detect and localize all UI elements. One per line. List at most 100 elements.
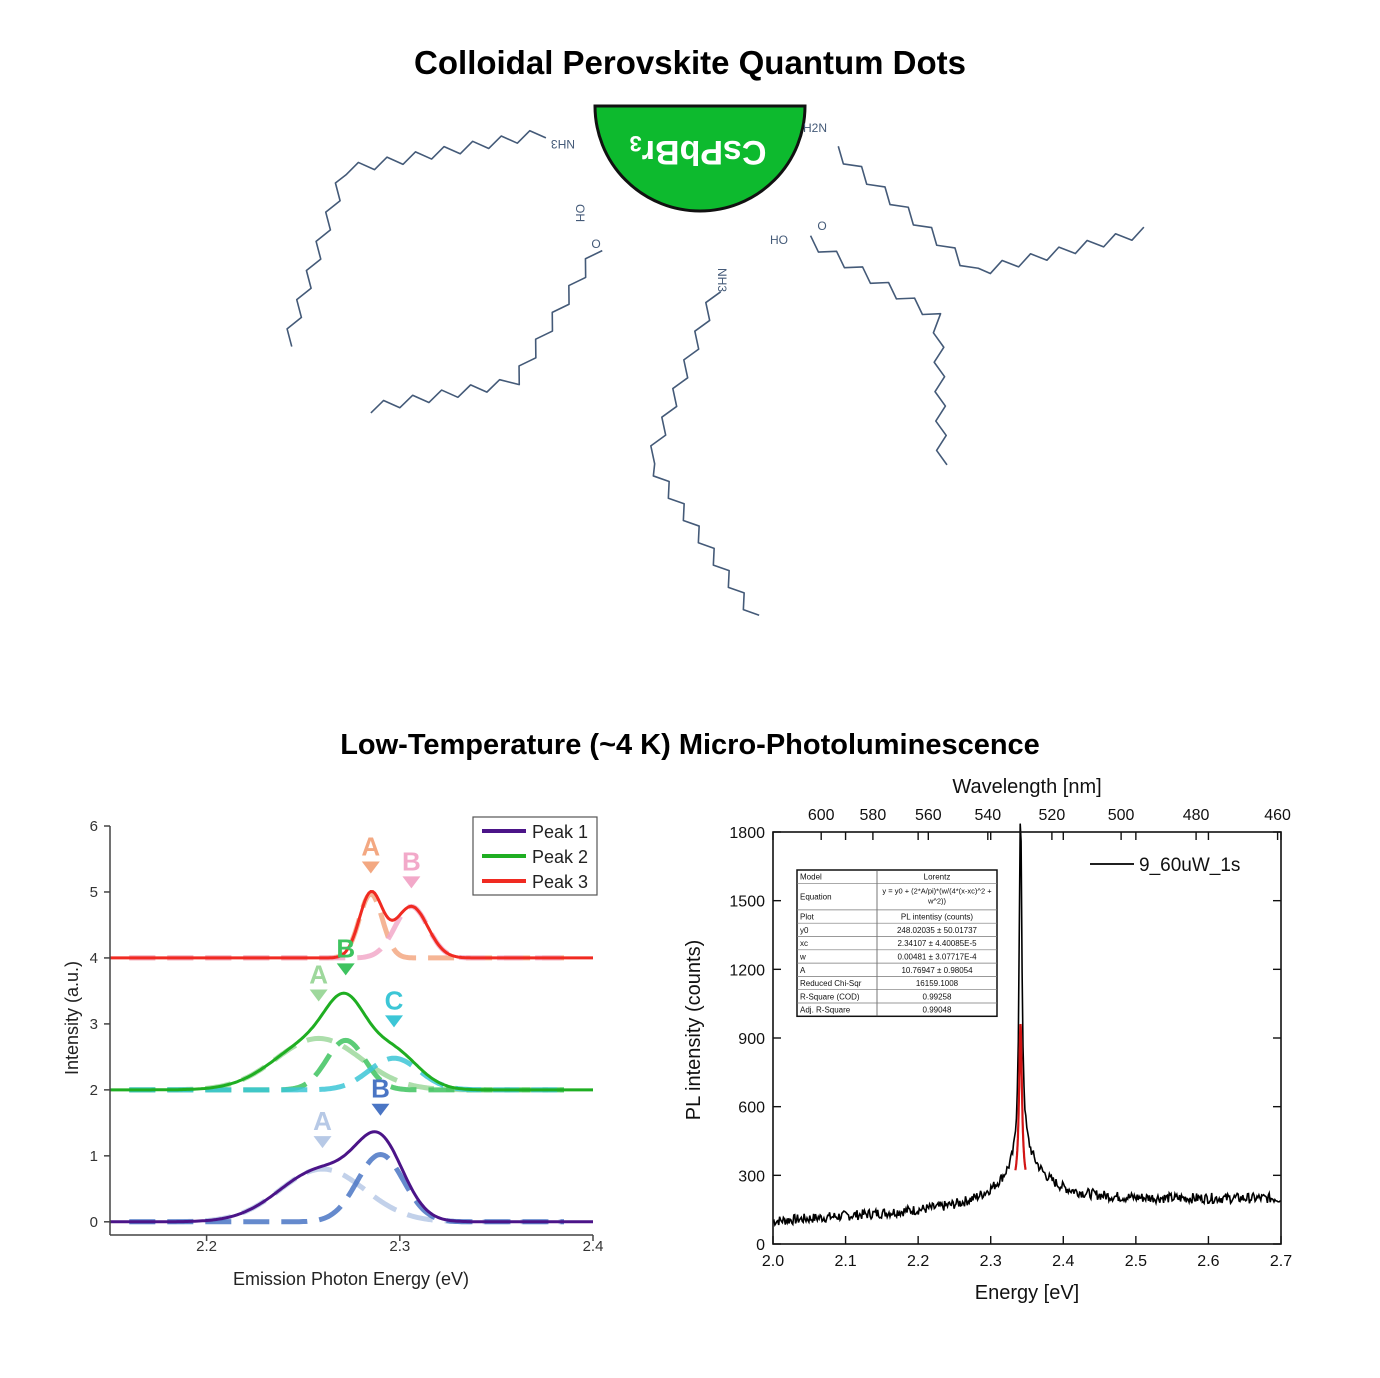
table-cell-label: Reduced Chi-Sqr <box>800 979 862 988</box>
top-tick-label: 580 <box>860 807 887 824</box>
top-tick-label: 500 <box>1108 807 1135 824</box>
ligand-oleic-acid-2 <box>809 235 948 466</box>
peak-marker-label: A <box>361 832 380 862</box>
top-tick-label: 600 <box>808 807 835 824</box>
diagram-title: Colloidal Perovskite Quantum Dots <box>414 44 966 81</box>
table-cell-label: Adj. R-Square <box>800 1006 851 1015</box>
peak-marker-label: B <box>402 846 421 876</box>
fit-component-curve <box>129 1151 564 1225</box>
x-tick-label: 2.2 <box>196 1238 217 1255</box>
ligand-label: OH <box>573 204 587 222</box>
table-cell-label: R-Square (COD) <box>800 992 860 1001</box>
legend-entry: Peak 3 <box>532 872 588 892</box>
top-tick-label: 460 <box>1264 807 1291 824</box>
y-tick-label: 2 <box>90 1082 98 1099</box>
legend-entry: 9_60uW_1s <box>1139 855 1240 876</box>
y-tick-label: 0 <box>756 1237 765 1254</box>
legend-entry: Peak 2 <box>532 847 588 867</box>
peak-marker-arrow <box>336 963 355 976</box>
data-series <box>110 889 593 1224</box>
core-label: CsPbBr3 <box>630 131 767 171</box>
fit-component-curve <box>129 1055 564 1093</box>
table-cell-label: xc <box>800 939 808 948</box>
x-tick-label: 2.4 <box>583 1238 604 1255</box>
y-tick-label: 600 <box>738 1100 765 1117</box>
fit-line <box>1014 1023 1027 1171</box>
x-tick-label: 2.6 <box>1197 1253 1219 1270</box>
x-tick-label: 2.5 <box>1125 1253 1147 1270</box>
peak-marker-arrow <box>313 1136 332 1149</box>
legend: 9_60uW_1s <box>1090 855 1240 876</box>
table-cell-label: Equation <box>800 893 832 902</box>
table-cell-label: Plot <box>800 913 815 922</box>
table-cell-value: 16159.1008 <box>916 979 959 988</box>
peak-marker-arrow <box>402 876 421 889</box>
y-tick-label: 1 <box>90 1148 98 1165</box>
table-cell-label: y0 <box>800 926 809 935</box>
ligand-label: NH3 <box>715 268 729 292</box>
top-tick-label: 520 <box>1039 807 1066 824</box>
table-cell-value: y = y0 + (2*A/pi)*(w/(4*(x-xc)^2 + <box>882 886 992 895</box>
x-tick-label: 2.7 <box>1270 1253 1292 1270</box>
ligand-oleic-acid-1 <box>370 249 603 414</box>
quantum-dot-diagram: CsPbBr3 NH3 H2N OH HO NH3 O O <box>286 104 1145 616</box>
y-axis-label: Intensity (a.u.) <box>62 961 82 1075</box>
fit-parameter-table: Model Lorentz Equation y = y0 + (2*A/pi)*(w… <box>796 869 998 1018</box>
legend-entry: Peak 1 <box>532 822 588 842</box>
section-title: Low-Temperature (~4 K) Micro-Photolumine… <box>340 729 1040 761</box>
peak-marker-label: B <box>371 1074 390 1104</box>
x-tick-label: 2.3 <box>980 1253 1002 1270</box>
pl-spectrum-chart: 2.0 2.1 2.2 2.3 2.4 2.5 2.6 2.7 0 300 600 900 1200 15… <box>683 776 1292 1304</box>
series-line <box>110 889 593 960</box>
x-axis-label: Energy [eV] <box>975 1282 1080 1304</box>
ligand-label-carbonyl: O <box>591 237 600 251</box>
ligand-labels: NH3 H2N OH HO NH3 O O <box>551 121 827 292</box>
table-cell-label: Model <box>800 873 822 882</box>
y-tick-label: 1800 <box>729 825 765 842</box>
peak-marker-label: B <box>336 933 355 963</box>
table-border <box>796 869 998 1018</box>
peak-marker-label: A <box>309 959 328 989</box>
peak-marker-label: A <box>313 1106 332 1136</box>
series-line <box>110 1130 593 1224</box>
y-tick-label: 0 <box>90 1214 98 1231</box>
y-tick-label: 1200 <box>729 962 765 979</box>
table-cell-label: w <box>799 952 806 961</box>
y-tick-label: 300 <box>738 1168 765 1185</box>
table-cell-value: 248.02035 ± 50.01737 <box>897 926 978 935</box>
x-tick-label: 2.1 <box>834 1253 856 1270</box>
y-tick-label: 900 <box>738 1031 765 1048</box>
data-series <box>772 823 1282 1227</box>
axes: 2.0 2.1 2.2 2.3 2.4 2.5 2.6 2.7 0 300 600 900 1200 15… <box>729 807 1292 1270</box>
ligand-oleylammonium-2 <box>650 291 760 616</box>
top-tick-label: 540 <box>974 807 1001 824</box>
table-cell-label: A <box>800 966 806 975</box>
table-cell-value: 0.99048 <box>923 1006 952 1015</box>
y-tick-label: 6 <box>90 818 98 835</box>
ligand-label: HO <box>770 233 788 247</box>
ligand-label-carbonyl: O <box>817 219 826 233</box>
ligand-label: H2N <box>803 121 827 135</box>
ligand-oleylammonium-1 <box>286 129 547 347</box>
y-tick-label: 1500 <box>729 894 765 911</box>
ligand-label: NH3 <box>551 137 575 151</box>
peak-marker-arrow <box>371 1103 390 1116</box>
top-axis-label: Wavelength [nm] <box>952 776 1101 798</box>
x-axis-label: Emission Photon Energy (eV) <box>233 1269 469 1289</box>
top-tick-label: 480 <box>1183 807 1210 824</box>
series-line <box>772 823 1282 1227</box>
ligand-chains <box>286 129 1145 616</box>
x-tick-label: 2.3 <box>389 1238 410 1255</box>
x-tick-label: 2.4 <box>1052 1253 1074 1270</box>
y-tick-label: 3 <box>90 1016 98 1033</box>
legend: Peak 1 Peak 2 Peak 3 <box>472 816 598 896</box>
table-cell-value: 0.99258 <box>923 992 952 1001</box>
x-tick-label: 2.2 <box>907 1253 929 1270</box>
y-axis-label: PL intensity (counts) <box>683 940 705 1120</box>
y-tick-label: 5 <box>90 884 98 901</box>
axes: 2.2 2.3 2.4 0 1 2 3 4 5 6 <box>90 818 604 1255</box>
cspbbr3-core <box>593 104 807 213</box>
table-cell-value: 0.00481 ± 3.07717E-4 <box>897 952 977 961</box>
